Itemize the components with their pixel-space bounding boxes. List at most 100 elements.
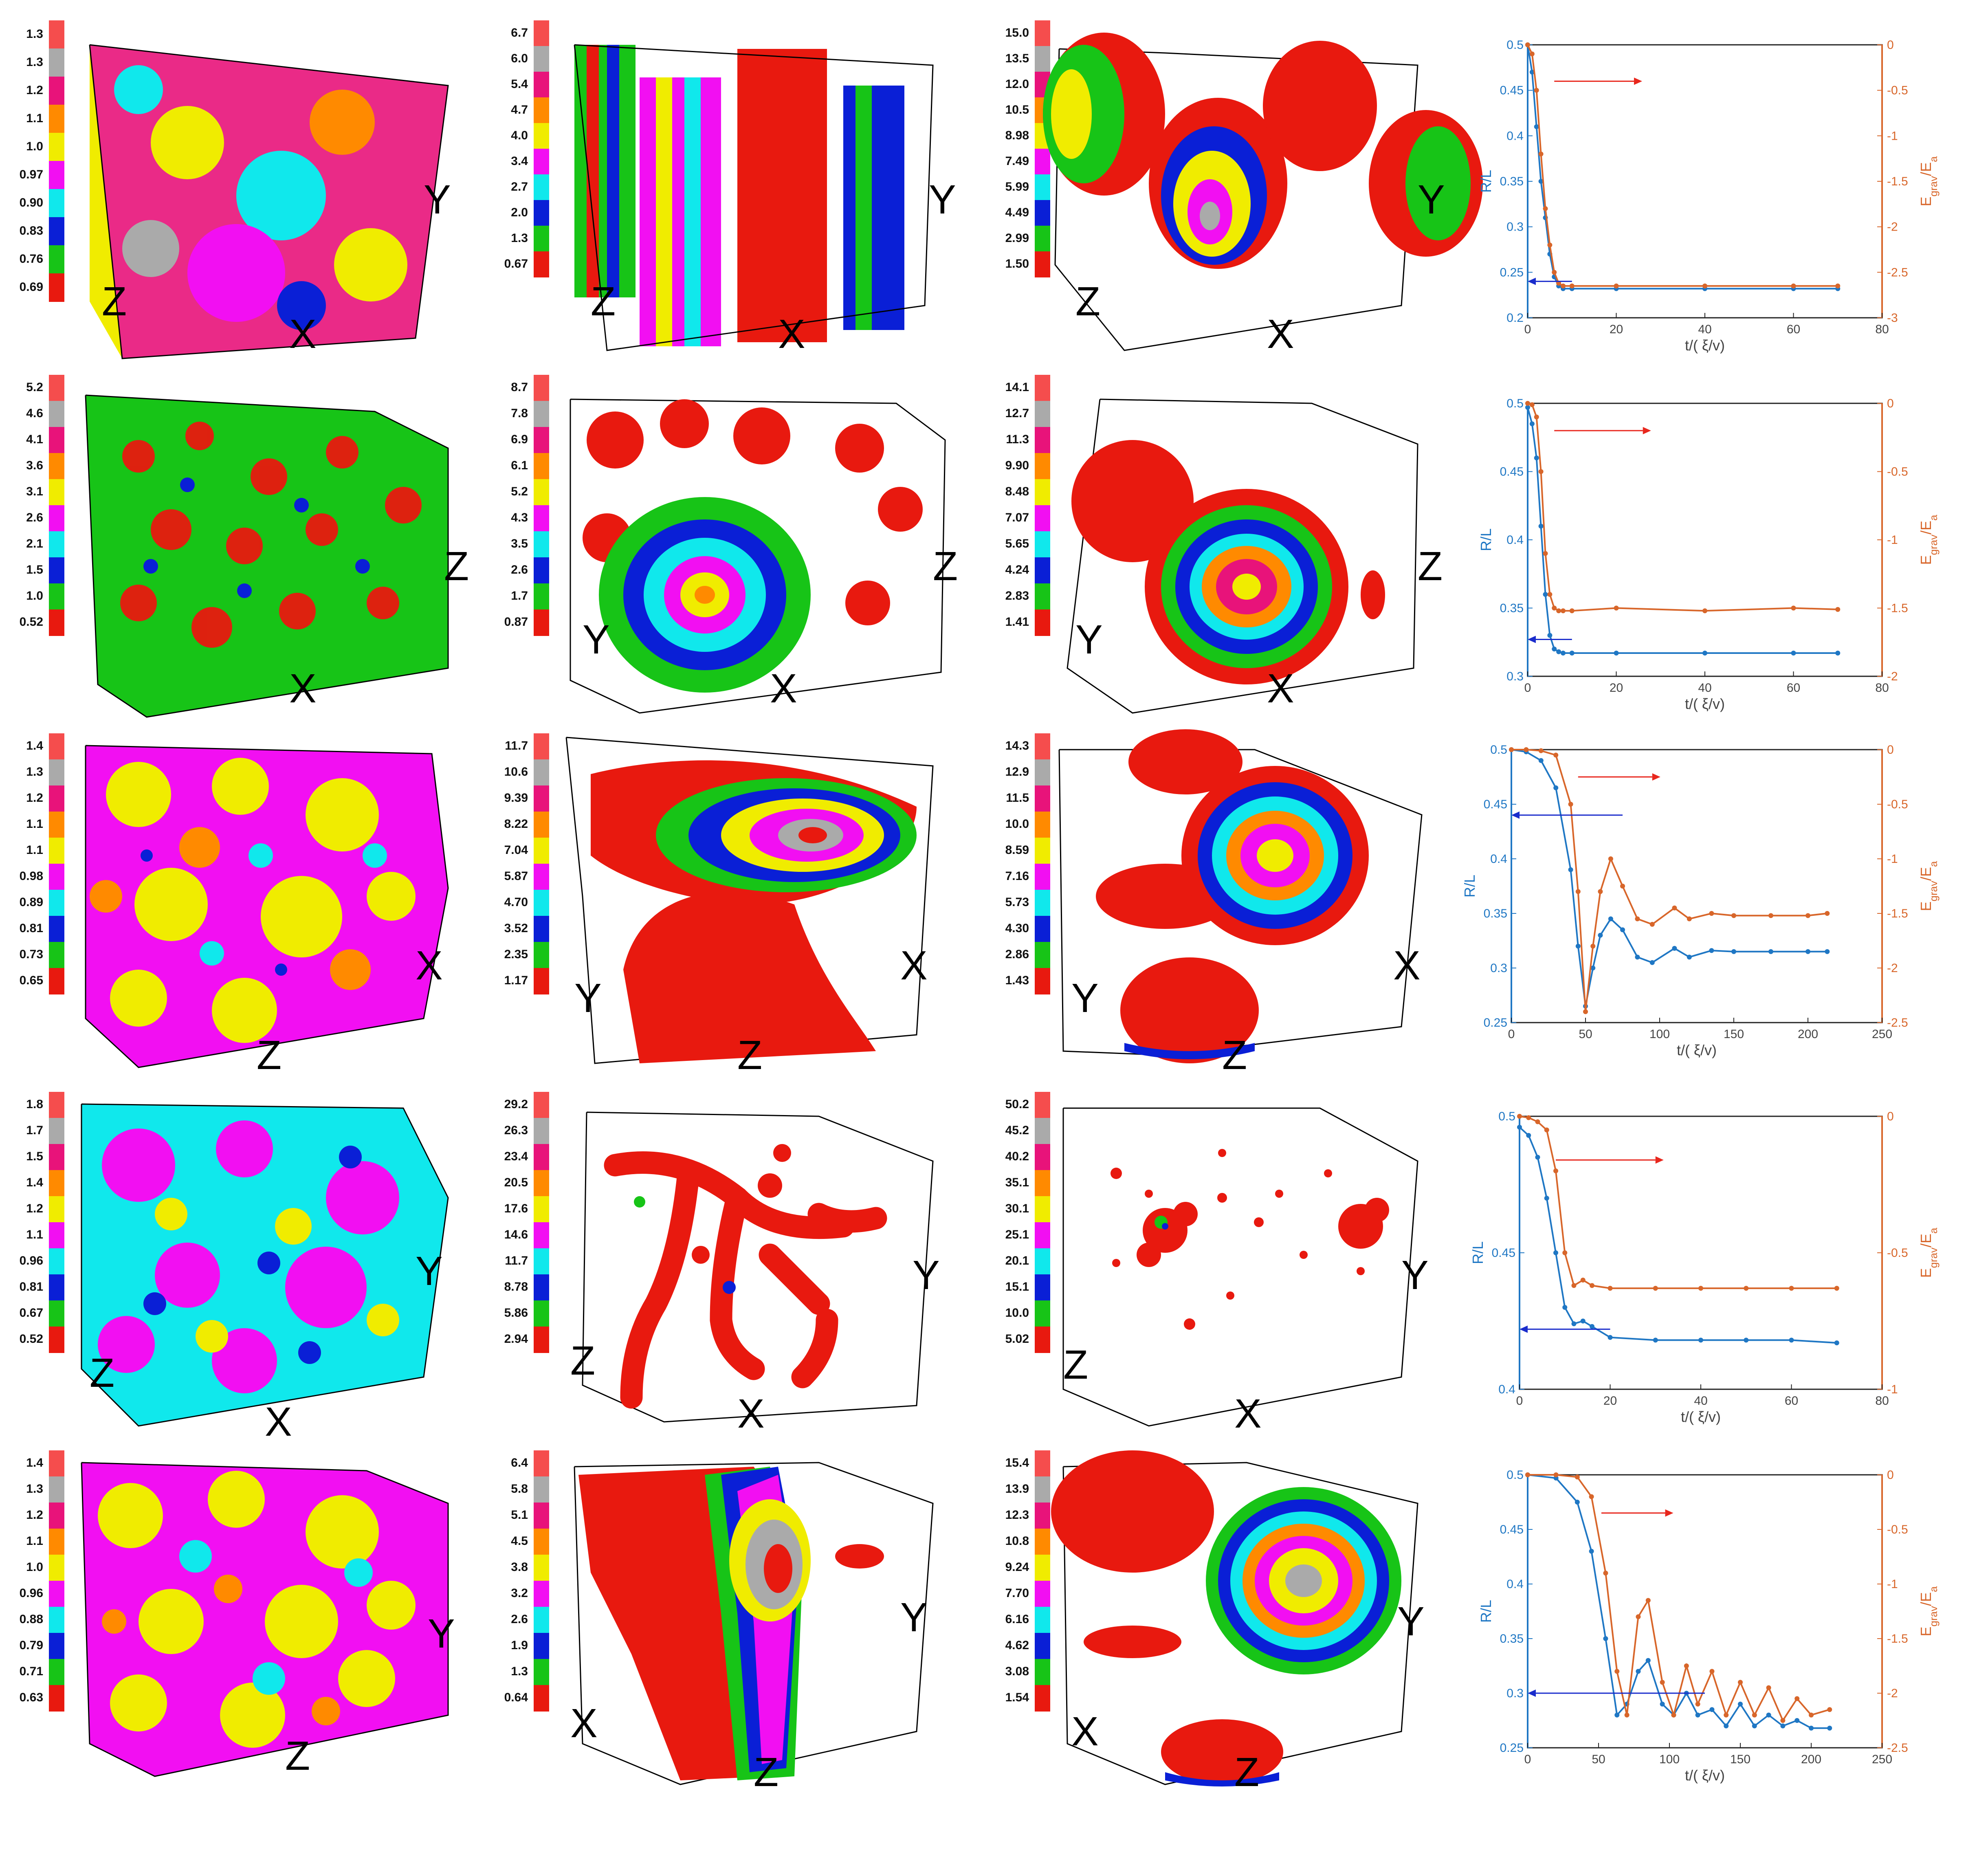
y-right-axis-label-part: /E — [1918, 1592, 1934, 1606]
colorbar-swatch — [1035, 1633, 1050, 1659]
colorbar-label: 7.49 — [1005, 154, 1029, 168]
colorbar-swatch — [1035, 1170, 1050, 1197]
data-point — [1568, 802, 1573, 807]
y-left-tick-label: 0.3 — [1506, 1687, 1524, 1700]
data-point — [1552, 605, 1557, 611]
colorbar-swatch — [49, 1450, 64, 1477]
colorbar-label: 0.76 — [19, 252, 43, 266]
data-point — [1590, 966, 1596, 970]
axis-label: Z — [591, 279, 616, 324]
y-right-tick-label: -2 — [1887, 670, 1898, 683]
y-left-tick-label: 0.25 — [1500, 266, 1524, 279]
y-right-tick-label: -1.5 — [1887, 907, 1908, 920]
colorbar-label: 11.7 — [505, 1254, 528, 1267]
colorbar-label: 1.1 — [26, 1534, 43, 1548]
colorbar-label: 1.43 — [1005, 974, 1029, 987]
x-tick-label: 20 — [1603, 1394, 1617, 1408]
colorbar-label: 4.24 — [1005, 563, 1029, 576]
chart-svg: 0 20 40 60 80 0.4 0.45 0.5 -1 -0.5 0 t/( ξ/v) R/L Egr… — [1469, 1110, 1940, 1425]
data-point — [1583, 1009, 1588, 1014]
data-point — [1562, 1305, 1568, 1310]
r5-density-cube-2: 6.4 5.8 5.1 4.5 3.8 3.2 2.6 1.9 1.3 0.64 Y X Z — [504, 1450, 982, 1793]
data-point — [1538, 524, 1544, 529]
colorbar-swatch — [534, 226, 549, 252]
axis-label: Z — [737, 1032, 763, 1078]
data-point — [1571, 1321, 1577, 1327]
series-line — [1527, 403, 1838, 612]
colorbar-swatch — [49, 812, 64, 838]
colorbar-label: 0.81 — [19, 922, 43, 935]
y-right-tick-label: 0 — [1887, 1468, 1894, 1482]
axis-label: Z — [285, 1733, 310, 1779]
arrow-head — [1511, 811, 1520, 819]
colorbar-label: 2.6 — [511, 563, 528, 576]
data-point — [1738, 1701, 1743, 1707]
y-right-tick-label: -0.5 — [1887, 1246, 1908, 1260]
data-point — [1766, 1712, 1771, 1718]
cube-render — [582, 1111, 934, 1423]
y-left-tick-label: 0.35 — [1500, 602, 1524, 615]
colorbar-swatch — [534, 72, 549, 98]
colorbar-label: 20.5 — [504, 1176, 528, 1189]
colorbar-label: 6.1 — [511, 459, 528, 472]
colorbar-label: 0.83 — [19, 224, 43, 238]
r4-density-cube-1: 1.8 1.7 1.5 1.4 1.2 1.1 0.96 0.81 0.67 0.52 Y Z X — [16, 1092, 456, 1442]
data-point — [1835, 283, 1841, 288]
colorbar-label: 1.2 — [26, 1202, 43, 1215]
colorbar: 15.4 13.9 12.3 10.8 9.24 7.70 6.16 4.62 3.08 1.54 — [1005, 1450, 1050, 1712]
colorbar-label: 6.4 — [511, 1456, 528, 1470]
y-right-axis-label-part: E — [1918, 902, 1934, 911]
colorbar-swatch — [1035, 46, 1050, 72]
data-point — [1709, 1669, 1715, 1674]
data-point — [1569, 283, 1575, 288]
data-point — [1624, 1712, 1630, 1718]
cube-render — [85, 745, 449, 1068]
colorbar-swatch — [49, 1529, 64, 1555]
colorbar-swatch — [1035, 1327, 1050, 1353]
data-point — [1569, 651, 1575, 656]
data-point — [1562, 1250, 1568, 1255]
r3-density-cube-2: 11.7 10.6 9.39 8.22 7.04 5.87 4.70 3.52 2.35 1.17… — [504, 733, 982, 1076]
colorbar-swatch — [1035, 1300, 1050, 1327]
data-point — [1535, 1155, 1540, 1160]
colorbar-swatch — [49, 609, 64, 636]
cube-render — [81, 1462, 449, 1777]
x-tick-label: 250 — [1872, 1753, 1892, 1766]
data-point — [1561, 651, 1566, 656]
data-point — [1543, 206, 1548, 211]
colorbar-label: 0.65 — [19, 974, 43, 987]
data-point — [1789, 1286, 1794, 1291]
data-point — [1608, 916, 1613, 922]
x-axis-label: t/( ξ/v) — [1685, 337, 1725, 354]
colorbar-swatch — [49, 1555, 64, 1581]
r1-density-cube-3: 15.0 13.5 12.0 10.5 8.98 7.49 5.99 4.49 2.99 1.50… — [994, 20, 1483, 354]
colorbar-label: 1.3 — [26, 765, 43, 779]
y-right-tick-label: -2 — [1887, 1687, 1898, 1700]
y-right-tick-label: -2 — [1887, 220, 1898, 234]
data-point — [1561, 283, 1566, 288]
data-point — [1768, 949, 1773, 954]
colorbar-label: 9.90 — [1005, 459, 1029, 472]
data-point — [1553, 1472, 1559, 1477]
axis-label: X — [1393, 943, 1421, 988]
data-point — [1731, 913, 1736, 918]
colorbar-swatch — [534, 1118, 549, 1144]
colorbar-label: 4.1 — [26, 433, 43, 446]
colorbar-label: 2.6 — [511, 1613, 528, 1626]
axis-label: Y — [900, 1595, 928, 1640]
cube-render — [1062, 1107, 1418, 1427]
data-point — [1590, 1283, 1594, 1288]
y-left-axis-label: R/L — [1478, 528, 1494, 551]
x-tick-label: 60 — [1787, 323, 1800, 336]
colorbar-label: 5.4 — [511, 77, 528, 91]
data-point — [1568, 867, 1573, 872]
colorbar-swatch — [49, 1633, 64, 1659]
colorbar-swatch — [1035, 838, 1050, 864]
y-right-axis-label: Egrav/Ea — [1918, 156, 1940, 207]
colorbar: 29.2 26.3 23.4 20.5 17.6 14.6 11.7 8.78 5.86 2.94 — [504, 1092, 549, 1353]
y-right-axis-label-part: grav — [1927, 881, 1940, 902]
colorbar-swatch — [534, 200, 549, 226]
colorbar-label: 5.02 — [1005, 1332, 1029, 1346]
data-point — [1684, 1663, 1689, 1668]
colorbar-swatch — [534, 453, 549, 480]
